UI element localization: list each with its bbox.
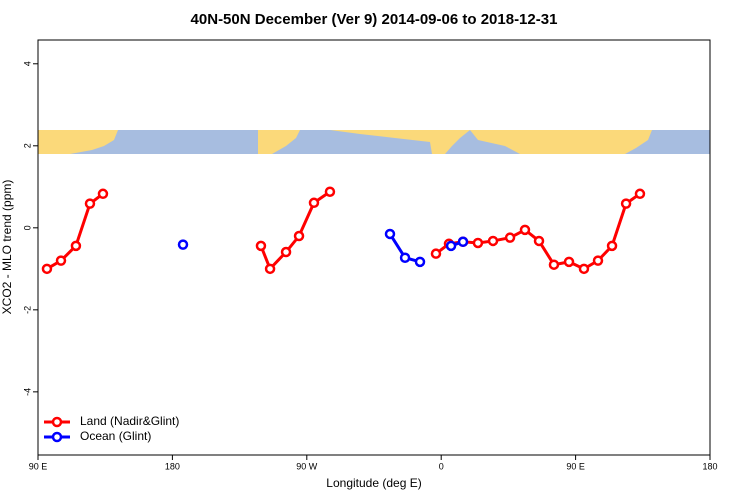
data-point — [620, 198, 632, 209]
data-point — [55, 255, 67, 266]
data-point — [457, 236, 469, 248]
plot-frame — [37, 39, 711, 456]
y-tick-label: 2 — [22, 143, 32, 148]
data-point — [324, 186, 336, 197]
data-point — [563, 256, 575, 268]
y-tick-label: 0 — [22, 225, 32, 230]
x-axis-label: Longitude (deg E) — [326, 476, 421, 490]
data-point — [592, 255, 604, 266]
data-point — [384, 228, 396, 240]
data-point — [84, 198, 96, 209]
y-tick-label: 4 — [22, 61, 32, 66]
data-point — [548, 259, 560, 270]
data-point — [255, 240, 267, 252]
data-point — [445, 240, 457, 252]
data-point — [533, 235, 545, 247]
series-line — [46, 190, 641, 272]
data-point — [293, 230, 305, 242]
data-point — [487, 235, 499, 247]
data-point — [414, 256, 426, 268]
chart-title: 40N-50N December (Ver 9) 2014-09-06 to 2… — [191, 11, 558, 28]
data-point — [399, 252, 411, 264]
legend-label: Ocean (Glint) — [80, 429, 151, 443]
x-tick-label: 180 — [702, 461, 717, 471]
data-point — [634, 188, 646, 200]
legend-label: Land (Nadir&Glint) — [80, 414, 179, 428]
y-tick-label: -2 — [22, 306, 32, 314]
x-tick-label: 180 — [165, 461, 180, 471]
data-point — [519, 224, 531, 236]
map-strip — [38, 130, 710, 154]
data-point — [264, 263, 276, 275]
x-tick-label: 90 E — [29, 461, 48, 471]
data-point — [280, 246, 292, 258]
x-tick-label: 0 — [439, 461, 444, 471]
data-point — [97, 188, 109, 200]
y-tick-label: -4 — [22, 388, 32, 396]
data-point — [177, 239, 189, 250]
y-axis-label: XCO2 - MLO trend (ppm) — [0, 180, 14, 315]
data-point — [308, 197, 320, 209]
data-point — [606, 240, 618, 252]
data-point — [70, 240, 82, 252]
data-point — [472, 237, 484, 249]
x-tick-label: 90 W — [296, 461, 318, 471]
data-point — [578, 263, 590, 275]
data-point — [504, 232, 516, 243]
legend-marker — [51, 416, 63, 428]
legend-marker — [51, 431, 63, 443]
data-point — [41, 263, 53, 275]
x-tick-label: 90 E — [566, 461, 585, 471]
data-point — [430, 248, 442, 259]
